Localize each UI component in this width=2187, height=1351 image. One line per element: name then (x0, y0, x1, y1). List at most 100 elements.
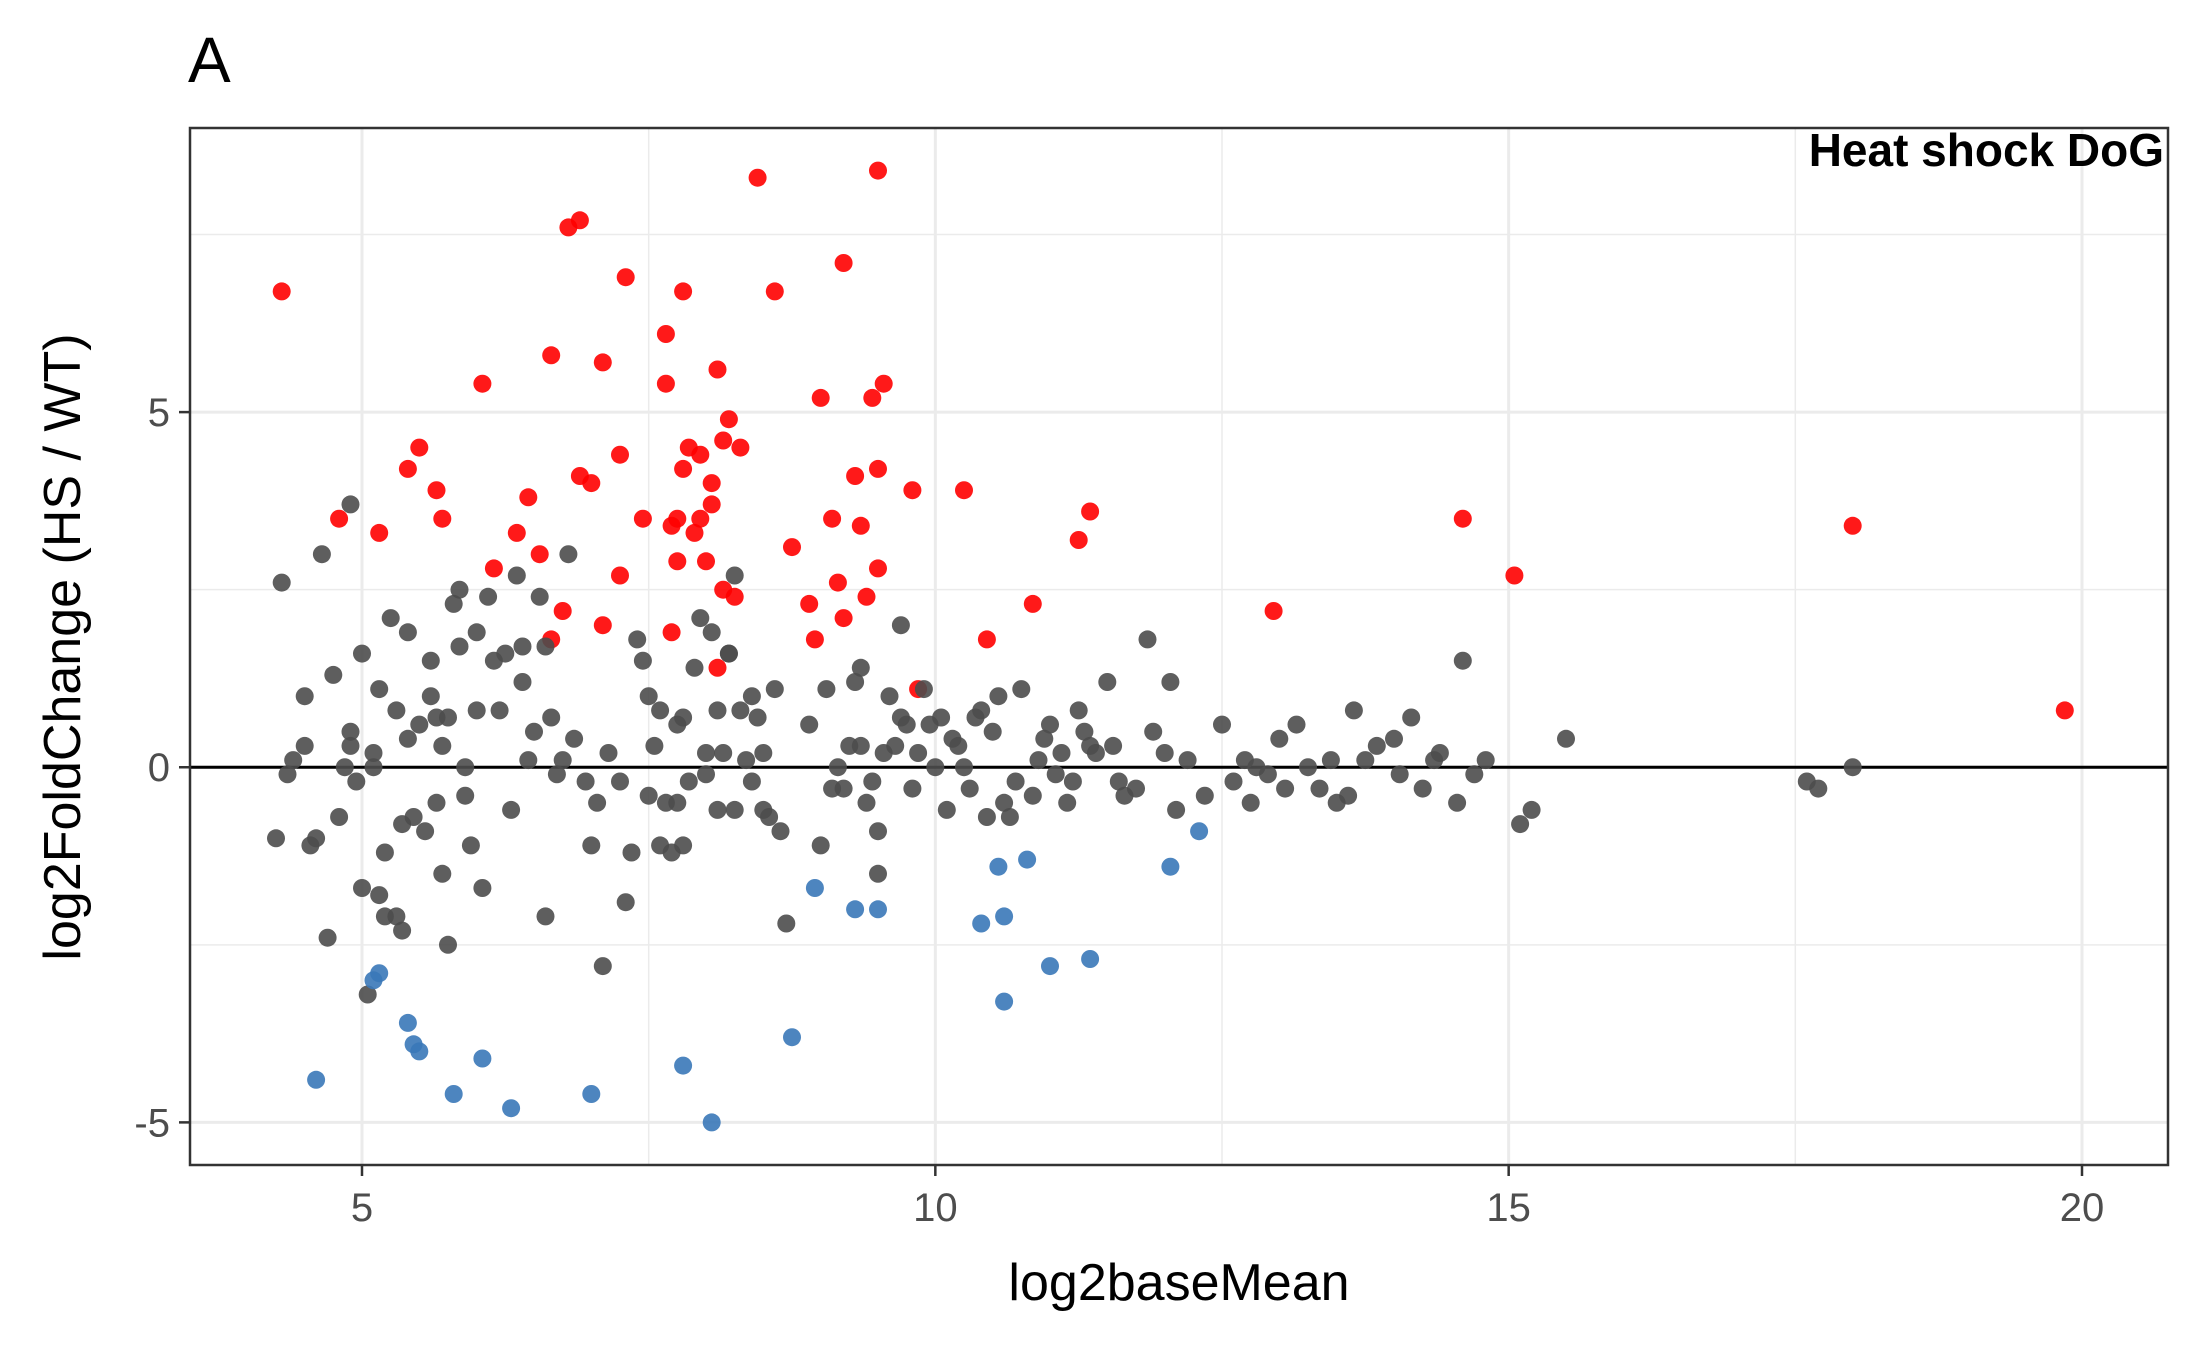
data-point-ns (456, 786, 475, 805)
data-point-ns (490, 701, 509, 720)
data-point-ns (800, 715, 819, 734)
data-point-ns (312, 545, 331, 564)
data-point-ns (1258, 765, 1277, 784)
data-point-up (874, 374, 893, 393)
data-point-ns (370, 886, 389, 905)
data-point-ns (318, 928, 337, 947)
data-point-up (702, 474, 721, 493)
data-point-ns (742, 772, 761, 791)
data-point-ns (519, 751, 538, 770)
data-point-ns (903, 779, 922, 798)
data-point-up (611, 566, 629, 585)
data-point-ns (1041, 715, 1059, 734)
data-point-ns (1356, 751, 1375, 770)
data-point-ns (891, 616, 910, 635)
data-point-up (1843, 516, 1862, 535)
data-point-ns (869, 864, 887, 883)
x-tick-label: 15 (1486, 1186, 1531, 1230)
data-point-ns (909, 744, 928, 762)
data-point-up (473, 374, 492, 393)
data-point-ns (949, 736, 968, 755)
data-point-ns (542, 708, 561, 727)
data-point-ns (341, 736, 360, 755)
data-point-ns (479, 587, 498, 606)
data-point-up (370, 523, 389, 542)
data-point-up (410, 438, 429, 457)
data-point-ns (1213, 715, 1231, 734)
data-point-ns (651, 701, 670, 720)
data-point-ns (1098, 673, 1117, 691)
data-point-down (370, 964, 389, 983)
data-point-ns (697, 744, 715, 762)
data-point-ns (725, 800, 744, 819)
data-point-ns (708, 701, 727, 720)
data-point-ns (1270, 729, 1289, 748)
plot-annotation: Heat shock DoG (1809, 124, 2164, 176)
y-axis-ticks: -5 0 5 (134, 391, 190, 1145)
data-point-ns (1385, 729, 1403, 748)
data-point-ns (983, 722, 1002, 741)
data-point-ns (341, 495, 360, 514)
data-point-ns (1557, 729, 1575, 748)
data-point-ns (547, 765, 566, 784)
data-point-ns (1052, 744, 1071, 762)
data-point-down (398, 1013, 417, 1032)
data-point-ns (381, 609, 400, 628)
data-point-ns (353, 879, 371, 897)
data-point-ns (777, 914, 796, 933)
data-point-down (444, 1085, 463, 1103)
data-point-down (1018, 850, 1037, 869)
data-point-up (834, 609, 853, 628)
data-point-ns (370, 680, 389, 699)
data-point-ns (1161, 673, 1180, 691)
plot-panel (190, 128, 2168, 1165)
data-point-ns (1310, 779, 1329, 798)
data-point-ns (897, 715, 916, 734)
data-point-up (823, 509, 842, 528)
data-point-up (662, 623, 681, 642)
data-point-ns (364, 758, 383, 777)
data-point-up (330, 509, 349, 528)
data-point-ns (616, 893, 635, 912)
data-point-up (863, 388, 882, 407)
data-point-ns (398, 623, 417, 642)
data-point-ns (467, 623, 486, 642)
data-point-up (427, 481, 446, 500)
data-point-down (972, 914, 991, 933)
panel-letter: A (188, 24, 231, 96)
data-point-up (633, 509, 652, 528)
data-point-ns (582, 836, 601, 855)
data-point-ns (1144, 722, 1163, 741)
data-point-ns (1127, 779, 1145, 798)
data-point-up (869, 161, 887, 180)
x-axis-ticks: 5 10 15 20 (351, 1165, 2104, 1230)
data-point-ns (335, 758, 354, 777)
data-point-ns (502, 800, 521, 819)
data-point-ns (347, 772, 366, 791)
data-point-ns (1075, 722, 1094, 741)
data-point-ns (530, 587, 549, 606)
data-point-ns (450, 580, 469, 599)
y-tick-label: 5 (148, 391, 170, 435)
data-point-ns (393, 921, 412, 940)
data-point-ns (307, 829, 326, 848)
data-point-ns (811, 836, 830, 855)
data-point-ns (995, 793, 1014, 812)
data-point-ns (1299, 758, 1317, 777)
data-point-up (702, 495, 721, 514)
data-point-up (668, 552, 687, 571)
data-point-up (869, 459, 887, 478)
data-point-ns (926, 758, 945, 777)
data-point-ns (404, 808, 423, 826)
data-point-ns (421, 687, 440, 706)
data-point-up (1453, 509, 1472, 528)
data-point-up (731, 438, 750, 457)
data-point-ns (559, 545, 578, 564)
data-point-ns (278, 765, 297, 784)
data-point-ns (851, 658, 870, 677)
data-point-up (1069, 531, 1088, 549)
data-point-ns (1023, 786, 1042, 805)
data-point-ns (1367, 736, 1386, 755)
data-point-up (691, 445, 710, 464)
data-point-ns (622, 843, 641, 862)
